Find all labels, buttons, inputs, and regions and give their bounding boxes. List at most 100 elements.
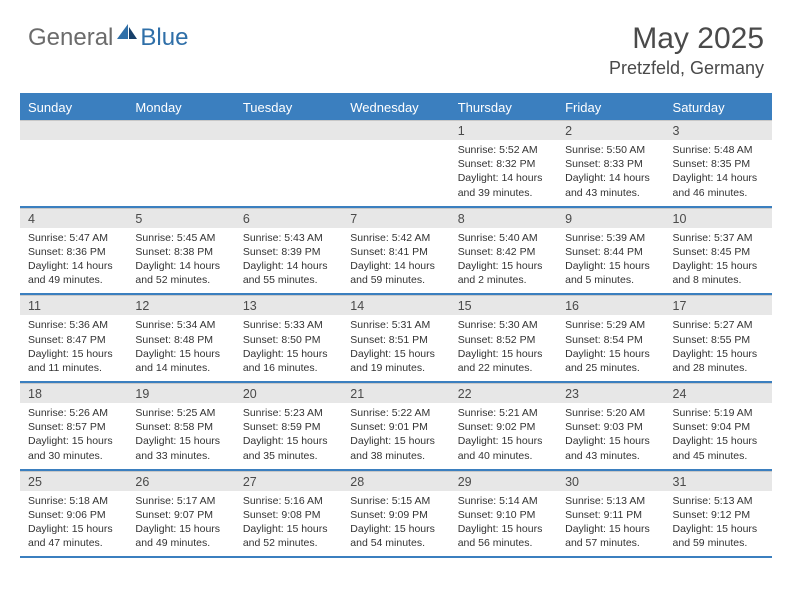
day-detail-line: Sunrise: 5:31 AM: [350, 318, 443, 332]
day-detail-line: and 25 minutes.: [565, 361, 658, 375]
day-detail-line: Sunrise: 5:20 AM: [565, 406, 658, 420]
day-detail-line: Daylight: 14 hours: [350, 259, 443, 273]
day-detail-line: Sunrise: 5:36 AM: [28, 318, 121, 332]
day-detail-line: Sunrise: 5:43 AM: [243, 231, 336, 245]
day-detail-line: and 46 minutes.: [673, 186, 766, 200]
day-detail-line: and 57 minutes.: [565, 536, 658, 550]
day-detail-line: Sunset: 8:44 PM: [565, 245, 658, 259]
day-detail-line: Sunrise: 5:33 AM: [243, 318, 336, 332]
day-detail-line: and 49 minutes.: [135, 536, 228, 550]
day-number-cell: 20: [235, 384, 342, 403]
day-detail-line: and 49 minutes.: [28, 273, 121, 287]
day-number-row: 11121314151617: [20, 295, 772, 315]
day-detail-cell: [20, 140, 127, 206]
day-detail-line: Daylight: 15 hours: [458, 434, 551, 448]
day-detail-line: Sunrise: 5:27 AM: [673, 318, 766, 332]
day-detail-line: Sunset: 8:32 PM: [458, 157, 551, 171]
day-detail-line: Daylight: 15 hours: [243, 434, 336, 448]
day-detail-line: Sunrise: 5:45 AM: [135, 231, 228, 245]
day-detail-line: Sunset: 9:11 PM: [565, 508, 658, 522]
day-detail-line: Sunrise: 5:29 AM: [565, 318, 658, 332]
day-detail-line: Sunset: 8:48 PM: [135, 333, 228, 347]
day-number-cell: [127, 121, 234, 140]
day-detail-line: Daylight: 15 hours: [673, 259, 766, 273]
day-detail-line: Daylight: 14 hours: [243, 259, 336, 273]
day-number-cell: [235, 121, 342, 140]
day-detail-line: Sunset: 8:52 PM: [458, 333, 551, 347]
day-number-cell: 6: [235, 209, 342, 228]
day-detail-line: Sunset: 8:33 PM: [565, 157, 658, 171]
day-number-cell: 19: [127, 384, 234, 403]
day-number-row: 25262728293031: [20, 471, 772, 491]
day-detail-cell: Sunrise: 5:14 AMSunset: 9:10 PMDaylight:…: [450, 491, 557, 557]
day-number-cell: 8: [450, 209, 557, 228]
calendar-table: SundayMondayTuesdayWednesdayThursdayFrid…: [20, 93, 772, 558]
day-number-cell: 24: [665, 384, 772, 403]
day-detail-line: Daylight: 15 hours: [135, 434, 228, 448]
day-detail-cell: Sunrise: 5:37 AMSunset: 8:45 PMDaylight:…: [665, 228, 772, 294]
day-detail-line: Sunset: 9:08 PM: [243, 508, 336, 522]
day-detail-cell: Sunrise: 5:26 AMSunset: 8:57 PMDaylight:…: [20, 403, 127, 469]
day-detail-line: and 16 minutes.: [243, 361, 336, 375]
day-number-cell: 11: [20, 296, 127, 315]
day-detail-line: Daylight: 14 hours: [135, 259, 228, 273]
day-detail-line: Daylight: 15 hours: [28, 434, 121, 448]
day-detail-line: Sunset: 8:38 PM: [135, 245, 228, 259]
day-number-cell: 2: [557, 121, 664, 140]
day-number-cell: 31: [665, 472, 772, 491]
day-detail-row: Sunrise: 5:52 AMSunset: 8:32 PMDaylight:…: [20, 140, 772, 208]
day-detail-line: Sunrise: 5:21 AM: [458, 406, 551, 420]
day-detail-line: Sunrise: 5:15 AM: [350, 494, 443, 508]
day-number-row: 18192021222324: [20, 383, 772, 403]
day-detail-line: Sunrise: 5:47 AM: [28, 231, 121, 245]
day-detail-cell: Sunrise: 5:33 AMSunset: 8:50 PMDaylight:…: [235, 315, 342, 381]
day-detail-line: Sunset: 8:50 PM: [243, 333, 336, 347]
logo-text-general: General: [28, 24, 113, 52]
day-detail-line: Sunrise: 5:50 AM: [565, 143, 658, 157]
day-detail-line: Sunset: 8:57 PM: [28, 420, 121, 434]
day-detail-line: Sunset: 9:10 PM: [458, 508, 551, 522]
day-detail-cell: Sunrise: 5:31 AMSunset: 8:51 PMDaylight:…: [342, 315, 449, 381]
day-detail-line: Sunset: 8:51 PM: [350, 333, 443, 347]
logo-text-blue: Blue: [140, 24, 188, 52]
day-detail-line: and 38 minutes.: [350, 449, 443, 463]
day-detail-line: Sunset: 8:47 PM: [28, 333, 121, 347]
day-number-cell: 29: [450, 472, 557, 491]
day-detail-line: Daylight: 15 hours: [673, 522, 766, 536]
day-number-cell: 1: [450, 121, 557, 140]
day-detail-line: Sunrise: 5:48 AM: [673, 143, 766, 157]
day-detail-line: and 33 minutes.: [135, 449, 228, 463]
day-detail-cell: Sunrise: 5:15 AMSunset: 9:09 PMDaylight:…: [342, 491, 449, 557]
day-detail-line: Daylight: 15 hours: [135, 347, 228, 361]
day-detail-line: and 22 minutes.: [458, 361, 551, 375]
day-detail-line: Sunrise: 5:19 AM: [673, 406, 766, 420]
day-detail-line: Sunset: 9:06 PM: [28, 508, 121, 522]
month-title: May 2025: [609, 22, 764, 56]
day-detail-cell: Sunrise: 5:13 AMSunset: 9:11 PMDaylight:…: [557, 491, 664, 557]
day-number-cell: 3: [665, 121, 772, 140]
day-detail-row: Sunrise: 5:47 AMSunset: 8:36 PMDaylight:…: [20, 228, 772, 296]
weekday-header-cell: Monday: [127, 95, 234, 120]
day-detail-cell: Sunrise: 5:19 AMSunset: 9:04 PMDaylight:…: [665, 403, 772, 469]
title-block: May 2025 Pretzfeld, Germany: [609, 22, 764, 79]
day-detail-cell: Sunrise: 5:21 AMSunset: 9:02 PMDaylight:…: [450, 403, 557, 469]
day-detail-line: Daylight: 15 hours: [458, 522, 551, 536]
day-detail-line: Sunrise: 5:42 AM: [350, 231, 443, 245]
day-detail-line: and 59 minutes.: [350, 273, 443, 287]
day-number-cell: 15: [450, 296, 557, 315]
day-detail-line: and 8 minutes.: [673, 273, 766, 287]
day-detail-line: Sunset: 8:58 PM: [135, 420, 228, 434]
day-number-cell: 13: [235, 296, 342, 315]
day-detail-line: Sunrise: 5:39 AM: [565, 231, 658, 245]
day-detail-line: Daylight: 15 hours: [243, 522, 336, 536]
day-detail-line: Sunrise: 5:37 AM: [673, 231, 766, 245]
day-detail-line: Sunrise: 5:16 AM: [243, 494, 336, 508]
day-detail-line: Sunrise: 5:13 AM: [673, 494, 766, 508]
day-detail-line: Sunset: 9:02 PM: [458, 420, 551, 434]
day-detail-line: Sunrise: 5:26 AM: [28, 406, 121, 420]
day-detail-line: Sunset: 9:12 PM: [673, 508, 766, 522]
day-detail-line: Daylight: 15 hours: [28, 522, 121, 536]
day-detail-line: and 39 minutes.: [458, 186, 551, 200]
day-detail-line: Sunset: 8:41 PM: [350, 245, 443, 259]
day-number-cell: 16: [557, 296, 664, 315]
